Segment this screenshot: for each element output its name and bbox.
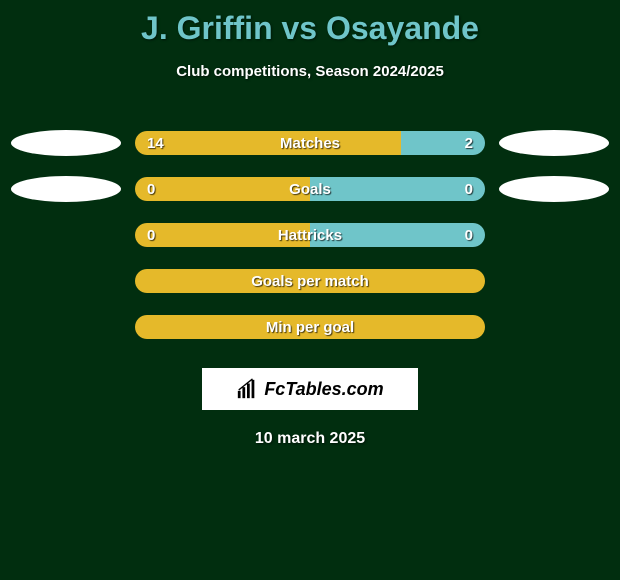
stat-row: Goals per match — [0, 258, 620, 304]
stat-row: 00Goals — [0, 166, 620, 212]
stat-bar: Min per goal — [135, 315, 485, 339]
stat-row: 00Hattricks — [0, 212, 620, 258]
logo-text: FcTables.com — [264, 379, 383, 400]
stat-bar: 00Goals — [135, 177, 485, 201]
right-ellipse — [499, 130, 609, 156]
bar-label: Goals per match — [135, 269, 485, 293]
left-ellipse — [11, 130, 121, 156]
bar-label: Min per goal — [135, 315, 485, 339]
stat-bar: 142Matches — [135, 131, 485, 155]
stat-bar: 00Hattricks — [135, 223, 485, 247]
stat-rows: 142Matches 00Goals 00Hattricks Goals per ma… — [0, 120, 620, 350]
bar-label: Goals — [135, 177, 485, 201]
date-text: 10 march 2025 — [0, 430, 620, 448]
stat-bar: Goals per match — [135, 269, 485, 293]
right-ellipse — [499, 176, 609, 202]
chart-icon — [236, 378, 258, 400]
page-title: J. Griffin vs Osayande — [0, 0, 620, 47]
bar-label: Matches — [135, 131, 485, 155]
stat-row: Min per goal — [0, 304, 620, 350]
stat-row: 142Matches — [0, 120, 620, 166]
subtitle: Club competitions, Season 2024/2025 — [0, 63, 620, 80]
bar-label: Hattricks — [135, 223, 485, 247]
left-ellipse — [11, 176, 121, 202]
logo-box: FcTables.com — [202, 368, 418, 410]
